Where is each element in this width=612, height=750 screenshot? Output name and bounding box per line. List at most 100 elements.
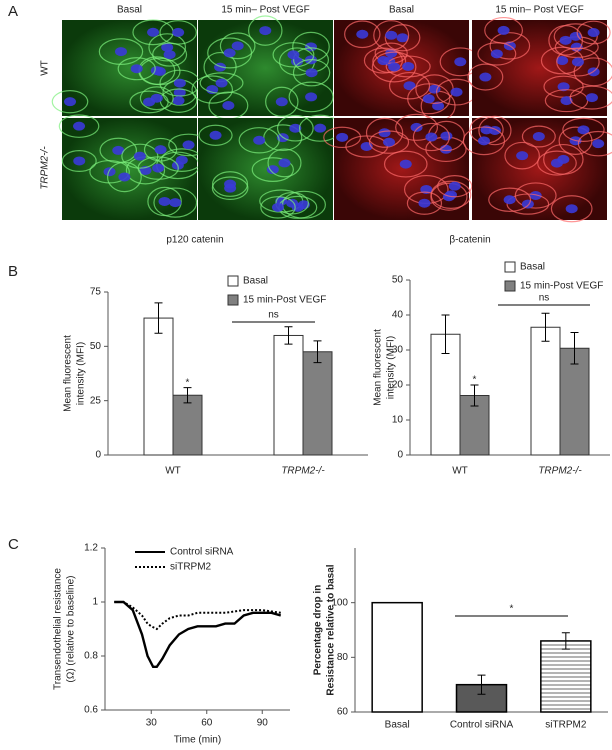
cell-outline (407, 83, 451, 115)
cell-outline (504, 141, 540, 170)
y-tick-label: 1 (92, 597, 98, 608)
cell-outline (368, 130, 410, 154)
nucleus (556, 56, 569, 66)
cell-outline (159, 20, 197, 45)
y-axis-label: Percentage drop in (313, 585, 324, 676)
nucleus (532, 131, 545, 141)
cell-outline (406, 191, 443, 215)
bar (530, 326, 561, 456)
nucleus (356, 29, 369, 39)
nucleus (425, 132, 438, 142)
cell-outline (373, 20, 410, 51)
legend-swatch (504, 280, 516, 292)
nucleus (130, 64, 143, 74)
nucleus (64, 97, 77, 107)
nucleus (305, 92, 318, 102)
cell-outline (521, 125, 556, 148)
error-bar (154, 302, 163, 334)
x-tick-label: Basal (385, 720, 410, 731)
legend-swatch (227, 294, 239, 306)
nucleus (169, 198, 182, 208)
cell-outline (260, 196, 296, 219)
nucleus (73, 156, 86, 166)
y-tick-label: 30 (392, 345, 404, 356)
nucleus (153, 66, 166, 76)
cell-outline (537, 150, 577, 176)
x-tick-label: TRPM2-/- (281, 466, 325, 477)
cell-outline (556, 47, 600, 77)
x-tick-label: WT (452, 466, 468, 477)
cell-outline (106, 161, 142, 193)
nucleus (118, 172, 131, 182)
nucleus (497, 25, 510, 35)
cell-outline (489, 32, 531, 60)
y-tick-label: 10 (392, 415, 404, 426)
cell-outline (211, 176, 249, 200)
nucleus (209, 130, 222, 140)
cell-outline (137, 156, 179, 180)
cell-outline (345, 135, 389, 158)
nucleus (222, 100, 235, 110)
nucleus (479, 72, 492, 82)
nucleus (422, 94, 435, 104)
cell-outline (462, 126, 506, 156)
nucleus (278, 158, 291, 168)
column-header: 15 min– Post VEGF (221, 5, 309, 16)
cell-outline (121, 143, 159, 169)
nucleus (253, 135, 266, 145)
legend-label: siTRPM2 (170, 562, 212, 573)
x-tick-label: TRPM2-/- (538, 466, 582, 477)
y-tick-label: 0 (397, 450, 403, 461)
nucleus (114, 47, 127, 57)
nucleus (314, 123, 327, 133)
cell-outline (191, 75, 234, 104)
nucleus (231, 41, 244, 51)
y-tick-label: 0.8 (84, 651, 98, 662)
cell-outline (117, 57, 156, 81)
y-axis-label: Transendothelial resistance (53, 568, 64, 690)
nucleus (223, 48, 236, 58)
nucleus (163, 50, 176, 60)
cell-outline (238, 127, 280, 154)
cell-outline (148, 33, 187, 62)
cell-outline (388, 71, 431, 100)
y-tick-label: 50 (90, 341, 102, 352)
cell-outline (288, 81, 334, 113)
x-tick-label: 90 (257, 718, 269, 729)
cell-outline (344, 20, 381, 49)
cell-outline (143, 137, 178, 162)
y-axis-label: Mean fluorescent (373, 329, 384, 406)
cell-outline (488, 187, 532, 212)
cell-outline (129, 90, 169, 114)
legend-label: Basal (243, 276, 268, 287)
nucleus (569, 31, 582, 41)
cell-outline (199, 72, 244, 94)
nucleus (560, 96, 573, 106)
y-tick-label: 1.2 (84, 543, 98, 554)
cell-outline (248, 15, 283, 46)
cell-outline (478, 115, 512, 146)
cell-outline (198, 124, 233, 146)
cell-outline (212, 171, 249, 197)
nucleus (550, 158, 563, 168)
nucleus (158, 196, 171, 206)
bar (172, 394, 203, 456)
y-axis-label: intensity (MFI) (76, 342, 87, 405)
nucleus (175, 155, 188, 165)
error-bar (541, 312, 550, 342)
column-header: 15 min– Post VEGF (495, 5, 583, 16)
y-tick-label: 50 (392, 275, 404, 286)
nucleus (103, 167, 116, 177)
nucleus (440, 131, 453, 141)
nucleus (454, 57, 467, 67)
y-axis-label: (Ω) (relative to baseline) (66, 576, 77, 683)
nucleus (383, 137, 396, 147)
cell-outline (251, 157, 294, 182)
nucleus (152, 163, 165, 173)
bar (371, 601, 423, 713)
cell-outline (272, 42, 315, 68)
cell-outline (430, 182, 468, 211)
cell-outline (477, 42, 517, 66)
error-bar (470, 384, 479, 407)
